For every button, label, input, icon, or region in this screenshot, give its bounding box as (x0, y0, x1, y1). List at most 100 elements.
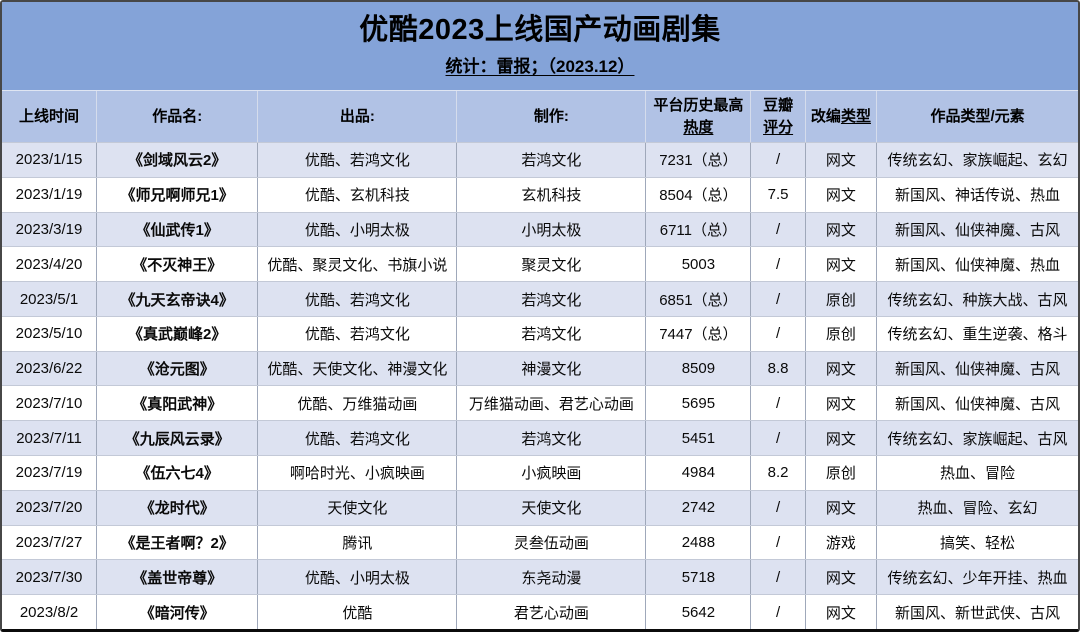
heat-cell: 5003 (646, 247, 752, 282)
genres-cell: 新国风、仙侠神魔、古风 (895, 361, 1061, 379)
producer-cell: 优酷、天使文化、神漫文化 (258, 351, 458, 386)
adaptation-cell: 网文 (806, 421, 878, 456)
douban-cell: 8.8 (751, 351, 806, 386)
table-row: 2023/7/30 《盖世帝尊》 优酷、小明太极 东尧动漫 5718/网文 传统玄幻、少年… (2, 559, 1078, 595)
date-cell: 2023/7/30 (2, 560, 98, 595)
date-cell: 2023/6/22 (2, 351, 98, 386)
table-row: 2023/7/27 《是王者啊？2》 腾讯 灵叁伍动画 2488/游戏 搞笑、轻松 (2, 524, 1078, 560)
producer-cell: 腾讯 (258, 525, 458, 560)
adaptation-cell: 原创 (806, 456, 878, 490)
producer-cell: 天使文化 (258, 490, 458, 525)
production-cell: 小疯映画 (457, 456, 647, 490)
heat-cell: 2742 (646, 490, 752, 525)
production-cell: 君艺心动画 (457, 595, 647, 629)
header-row: 上线时间 作品名: 出品: 制作: 平台历史最高 热度 豆瓣 评分 改编类型 作品类型/元素 (2, 90, 1078, 142)
name-cell: 《剑域风云2》 (97, 143, 259, 177)
column-header-name: 作品名: (97, 91, 259, 142)
heat-cell: 2488 (646, 525, 752, 560)
date-cell: 2023/8/2 (2, 595, 98, 629)
column-header-text: 作品名: (152, 107, 203, 125)
heat-cell: 5451 (646, 421, 752, 456)
douban-cell: / (751, 595, 806, 629)
heat-cell: 6711（总） (646, 212, 752, 247)
heat-cell: 8504（总） (646, 177, 752, 212)
production-cell: 神漫文化 (457, 351, 647, 386)
douban-cell: / (751, 490, 806, 525)
table-row: 2023/7/20 《龙时代》 天使文化 天使文化 2742/网文 热血、冒险、玄幻 (2, 489, 1078, 525)
column-header-text: 制作: (533, 107, 569, 125)
column-header-date: 上线时间 (2, 91, 98, 142)
heat-cell: 7231（总） (646, 143, 752, 177)
name-cell: 《暗河传》 (97, 595, 259, 629)
page-title: 优酷2023上线国产动画剧集 (359, 14, 721, 47)
date-cell: 2023/5/1 (2, 282, 98, 316)
producer-cell: 优酷、若鸿文化 (258, 421, 458, 456)
adaptation-cell: 游戏 (806, 525, 878, 560)
genres-cell: 传统玄幻、少年开挂、热血 (887, 569, 1068, 587)
name-cell: 《真阳武神》 (97, 386, 259, 421)
heat-cell: 5642 (646, 595, 752, 629)
genres-cell: 新国风、仙侠神魔、古风 (895, 395, 1061, 413)
table-row: 2023/3/19 《仙武传1》 优酷、小明太极 小明太极 6711（总） / 网文 新国风、… (2, 211, 1078, 247)
douban-cell: 8.2 (751, 456, 806, 490)
name-cell: 《不灭神王》 (97, 247, 259, 282)
name-cell: 《伍六七4》 (97, 456, 259, 490)
adaptation-cell: 网文 (806, 560, 878, 595)
name-cell: 《龙时代》 (97, 490, 259, 525)
name-cell: 《九辰风云录》 (97, 421, 259, 456)
producer-cell: 优酷、若鸿文化 (258, 143, 458, 177)
column-header-producer: 出品: (258, 91, 458, 142)
genres-cell: 热血、冒险 (940, 465, 1016, 483)
column-header-text: 热度 (683, 118, 714, 136)
column-header-text: 平台历史最高 (653, 96, 744, 114)
date-cell: 2023/5/10 (2, 316, 98, 351)
name-cell: 《是王者啊？2》 (97, 525, 259, 560)
heat-cell: 4984 (646, 456, 752, 490)
adaptation-cell: 网文 (806, 595, 878, 629)
table-body: 2023/1/15 《剑域风云2》 优酷、若鸿文化 若鸿文化 7231（总） / 网文 传统玄… (2, 142, 1078, 629)
date-cell: 2023/1/19 (2, 177, 98, 212)
date-cell: 2023/7/10 (2, 386, 98, 421)
table-row: 2023/8/2 《暗河传》 优酷 君艺心动画 5642/网文 新国风、新世武侠、古风 (2, 594, 1078, 629)
adaptation-cell: 网文 (806, 386, 878, 421)
date-cell: 2023/4/20 (2, 247, 98, 282)
producer-cell: 优酷、万维猫动画 (258, 386, 458, 421)
production-cell: 万维猫动画、君艺心动画 (457, 386, 647, 421)
date-cell: 2023/7/11 (2, 421, 98, 456)
genres-cell: 新国风、新世武侠、古风 (895, 604, 1061, 622)
producer-cell: 优酷 (258, 595, 458, 629)
column-header-text: 评分 (763, 118, 794, 136)
adaptation-cell: 原创 (806, 316, 878, 351)
table-row: 2023/7/10 《真阳武神》 优酷、万维猫动画 万维猫动画、君艺心动画 5695/网… (2, 385, 1078, 421)
genres-cell: 热血、冒险、玄幻 (917, 500, 1038, 518)
adaptation-cell: 网文 (806, 351, 878, 386)
column-header-genres: 作品类型/元素 (877, 91, 1078, 142)
table-row: 2023/1/15 《剑域风云2》 优酷、若鸿文化 若鸿文化 7231（总） / 网文 传统玄… (2, 142, 1078, 177)
name-cell: 《沧元图》 (97, 351, 259, 386)
producer-cell: 优酷、聚灵文化、书旗小说 (258, 247, 458, 282)
adaptation-cell: 网文 (806, 177, 878, 212)
column-header-douban: 豆瓣 评分 (751, 91, 806, 142)
genres-cell: 传统玄幻、家族崛起、古风 (887, 430, 1068, 448)
genres-cell: 传统玄幻、种族大战、古风 (887, 291, 1068, 309)
date-cell: 2023/7/19 (2, 456, 98, 490)
production-cell: 小明太极 (457, 212, 647, 247)
name-cell: 《仙武传1》 (97, 212, 259, 247)
douban-cell: 7.5 (751, 177, 806, 212)
title-band: 优酷2023上线国产动画剧集 统计：雷报；（2023.12） (2, 2, 1078, 90)
genres-cell: 新国风、仙侠神魔、热血 (895, 256, 1061, 274)
date-cell: 2023/7/27 (2, 525, 98, 560)
table-row: 2023/5/1 《九天玄帝诀4》 优酷、若鸿文化 若鸿文化 6851（总） / 原创 传统玄… (2, 281, 1078, 316)
adaptation-cell: 网文 (806, 490, 878, 525)
genres-cell: 传统玄幻、重生逆袭、格斗 (887, 326, 1068, 344)
producer-cell: 优酷、若鸿文化 (258, 316, 458, 351)
date-cell: 2023/7/20 (2, 490, 98, 525)
genres-cell: 传统玄幻、家族崛起、玄幻 (887, 152, 1068, 170)
douban-cell: / (751, 143, 806, 177)
douban-cell: / (751, 316, 806, 351)
column-header-heat: 平台历史最高 热度 (646, 91, 752, 142)
production-cell: 若鸿文化 (457, 316, 647, 351)
genres-cell: 新国风、仙侠神魔、古风 (895, 221, 1061, 239)
producer-cell: 优酷、小明太极 (258, 560, 458, 595)
